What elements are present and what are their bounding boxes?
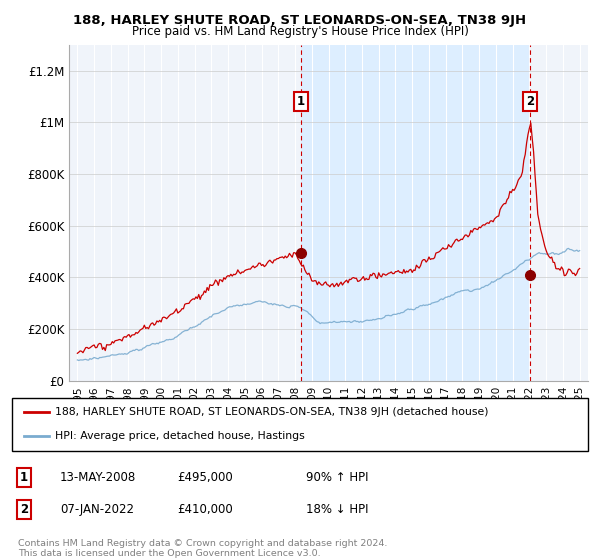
Text: 1: 1 <box>20 470 28 484</box>
Text: 13-MAY-2008: 13-MAY-2008 <box>60 470 136 484</box>
Bar <box>301 45 530 381</box>
Text: Contains HM Land Registry data © Crown copyright and database right 2024.
This d: Contains HM Land Registry data © Crown c… <box>18 539 388 558</box>
Text: 188, HARLEY SHUTE ROAD, ST LEONARDS-ON-SEA, TN38 9JH (detached house): 188, HARLEY SHUTE ROAD, ST LEONARDS-ON-S… <box>55 408 488 418</box>
Text: 2: 2 <box>20 503 28 516</box>
Text: 188, HARLEY SHUTE ROAD, ST LEONARDS-ON-SEA, TN38 9JH: 188, HARLEY SHUTE ROAD, ST LEONARDS-ON-S… <box>73 14 527 27</box>
Text: £495,000: £495,000 <box>177 470 233 484</box>
Text: Price paid vs. HM Land Registry's House Price Index (HPI): Price paid vs. HM Land Registry's House … <box>131 25 469 38</box>
FancyBboxPatch shape <box>12 398 588 451</box>
Text: 1: 1 <box>297 95 305 108</box>
Text: 2: 2 <box>526 95 534 108</box>
Text: HPI: Average price, detached house, Hastings: HPI: Average price, detached house, Hast… <box>55 431 305 441</box>
Text: 07-JAN-2022: 07-JAN-2022 <box>60 503 134 516</box>
Text: 18% ↓ HPI: 18% ↓ HPI <box>306 503 368 516</box>
Text: 90% ↑ HPI: 90% ↑ HPI <box>306 470 368 484</box>
Text: £410,000: £410,000 <box>177 503 233 516</box>
